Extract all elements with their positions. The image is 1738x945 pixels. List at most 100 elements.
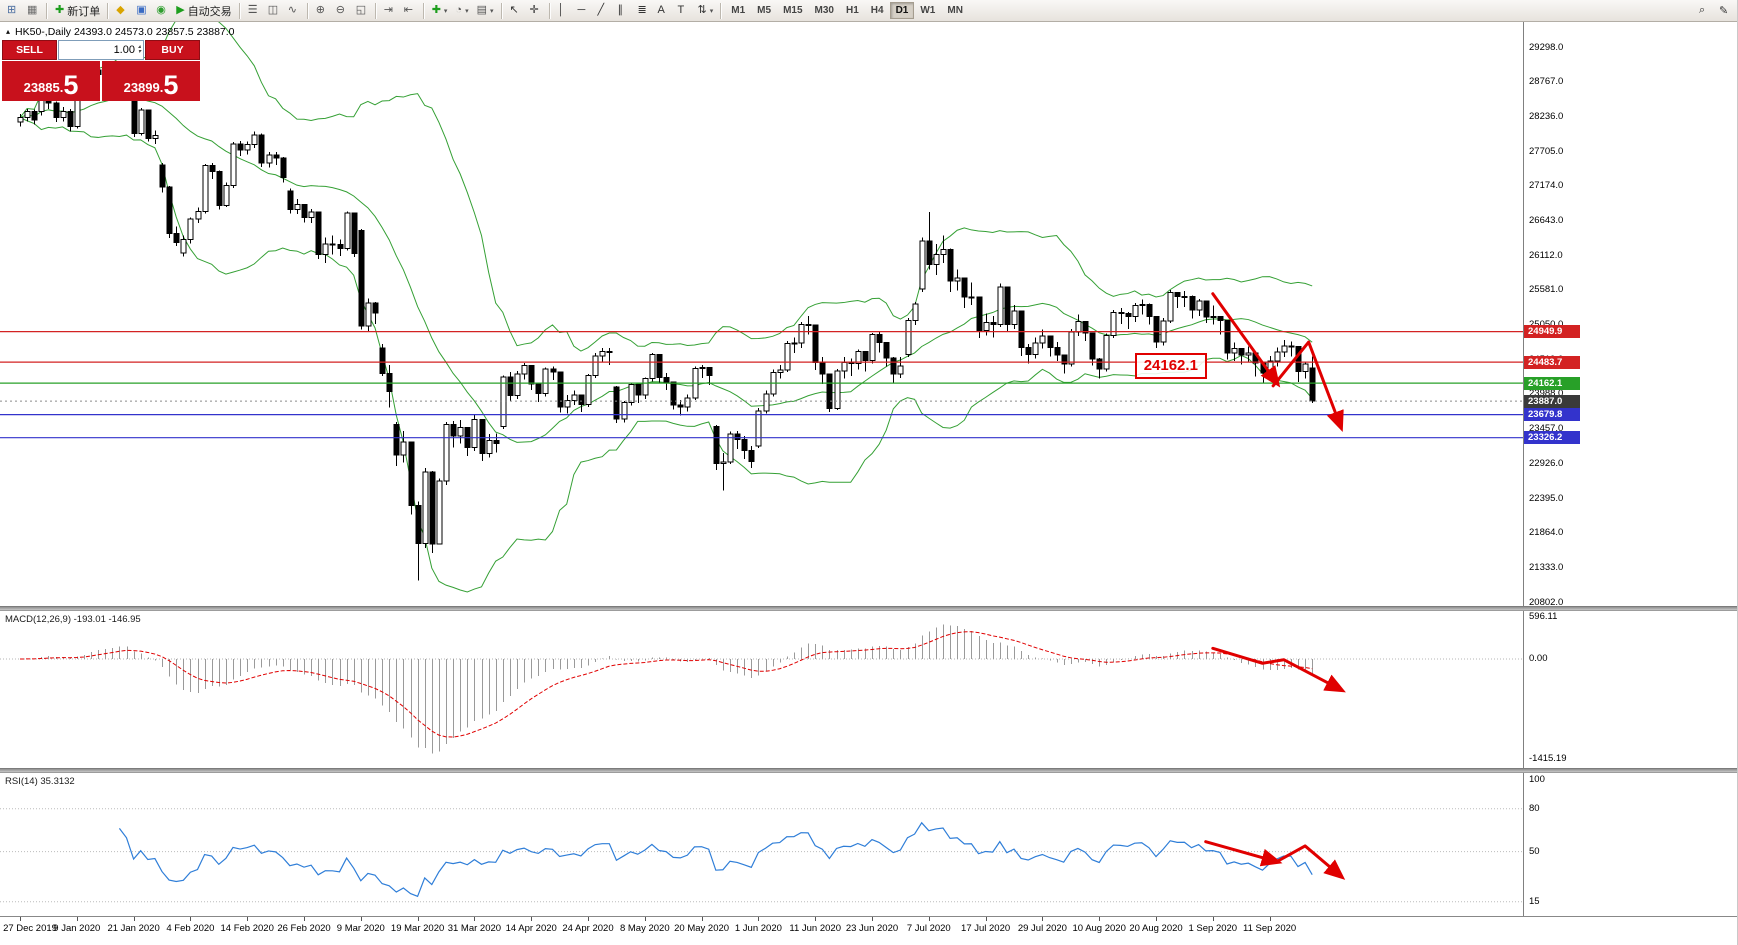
toolbar-separator: [374, 2, 377, 19]
timeframe-toolbar: M1 M5 M15 M30 H1 H4 D1 W1 MN: [725, 0, 969, 21]
fibonacci-icon[interactable]: ≣: [634, 2, 654, 20]
main-chart-canvas[interactable]: [0, 22, 1523, 606]
chart-shift-icon[interactable]: ⇤: [400, 2, 420, 20]
periods-button[interactable]: ◔ ▾: [451, 2, 472, 20]
strategy-tester-icon[interactable]: ◉: [152, 2, 172, 20]
timeframe-w1[interactable]: W1: [914, 2, 941, 19]
autotrading-button-label: 自动交易: [187, 5, 232, 18]
trend-arrow[interactable]: [1275, 844, 1346, 880]
price-axis-label: 28767.0: [1529, 76, 1564, 88]
candlestick-icon[interactable]: ◫: [264, 2, 284, 20]
cursor-icon[interactable]: ↖: [506, 2, 526, 20]
date-tick-mark: [815, 917, 817, 921]
horizontal-line-icon-icon: ─: [577, 4, 586, 16]
toolbar-right-group: ⌕ ✎: [1695, 0, 1735, 21]
zoom-in-icon[interactable]: ⊕: [312, 2, 332, 20]
zoom-out-icon-icon: ⊖: [335, 4, 345, 16]
dropdown-caret-icon: ▾: [709, 7, 714, 15]
auto-scroll-icon[interactable]: ⇥: [380, 2, 400, 20]
edit-icon[interactable]: ✎: [1715, 2, 1735, 20]
timeframe-m30[interactable]: M30: [809, 2, 840, 19]
toolbar: ⊞ ▦ ✚ 新订单 ◆ ▣ ◉ ▶ 自动交易 ☰ ◫ ∿ ⊕ ⊖ ◱ ⇥ ⇤ ✚ ▾ ◔ ▾ ▤ ▾ ↖ ✛ │ ─ ╱ ∥ ≣ A T ⇅ ▾ …: [0, 0, 1737, 22]
date-tick-mark: [190, 917, 192, 921]
trendline-icon-icon: ╱: [597, 4, 605, 16]
date-label: 9 Mar 2020: [336, 923, 385, 934]
new-chart-icon-icon: ⊞: [7, 4, 17, 16]
pane-splitter[interactable]: [0, 606, 1737, 611]
spinner-up-icon[interactable]: ▴: [137, 44, 141, 50]
templates-button[interactable]: ▤ ▾: [473, 2, 498, 20]
date-tick-mark: [1269, 917, 1271, 921]
timeframe-d1[interactable]: D1: [889, 2, 915, 19]
timeframe-m1[interactable]: M1: [725, 2, 751, 19]
buy-price[interactable]: 23899. 5: [102, 61, 200, 101]
buy-button[interactable]: BUY: [145, 40, 200, 60]
arrows-tool-button[interactable]: ⇅ ▾: [694, 2, 718, 20]
zoom-out-icon[interactable]: ⊖: [332, 2, 352, 20]
text-icon-icon: A: [657, 4, 665, 16]
date-label: 8 May 2020: [619, 923, 670, 934]
macd-signal-line: [19, 631, 1313, 738]
trendline-icon[interactable]: ╱: [594, 2, 614, 20]
rsi-axis-label: 15: [1529, 895, 1540, 907]
date-label: 21 Jan 2020: [107, 923, 160, 934]
volume-field[interactable]: 1.00 ▴ ▾: [58, 40, 144, 60]
spinner-down-icon[interactable]: ▾: [137, 49, 141, 55]
current-price-tag: 23887.0: [1524, 394, 1580, 408]
search-icon[interactable]: ⌕: [1695, 2, 1715, 20]
text-label-icon[interactable]: T: [674, 2, 694, 20]
terminal-icon[interactable]: ▣: [132, 2, 152, 20]
sell-button[interactable]: SELL: [2, 40, 57, 60]
volume-spinner[interactable]: ▴ ▾: [137, 44, 141, 55]
price-axis-label: 21333.0: [1529, 561, 1564, 573]
autotrading-button[interactable]: ▶ 自动交易: [172, 2, 235, 20]
line-chart-icon[interactable]: ∿: [284, 2, 304, 20]
timeframe-m15[interactable]: M15: [777, 2, 808, 19]
toolbar-separator: [46, 2, 48, 19]
trend-arrow[interactable]: [1211, 292, 1281, 388]
tile-windows-icon[interactable]: ◱: [352, 2, 372, 20]
crosshair-icon[interactable]: ✛: [526, 2, 546, 20]
horizontal-line-icon[interactable]: ─: [574, 2, 594, 20]
bollinger-upper-band: [19, 22, 1313, 352]
timeframe-h1[interactable]: H1: [840, 2, 865, 19]
rsi-pane-canvas[interactable]: [0, 773, 1523, 916]
date-tick-mark: [360, 917, 362, 921]
new-chart-icon[interactable]: ⊞: [3, 2, 23, 20]
metaeditor-icon-icon: ◆: [116, 4, 125, 16]
date-tick-mark: [928, 917, 930, 921]
date-tick-mark: [1099, 917, 1101, 921]
date-tick-mark: [247, 917, 249, 921]
equidistant-channel-icon[interactable]: ∥: [614, 2, 634, 20]
pane-splitter[interactable]: [0, 768, 1737, 773]
tile-windows-icon-icon: ◱: [355, 4, 367, 16]
trend-arrow[interactable]: [1271, 340, 1344, 432]
new-order-button[interactable]: ✚ 新订单: [51, 2, 104, 20]
indicators-button[interactable]: ✚ ▾: [428, 2, 452, 20]
toolbar-items: ⊞ ▦ ✚ 新订单 ◆ ▣ ◉ ▶ 自动交易 ☰ ◫ ∿ ⊕ ⊖ ◱ ⇥ ⇤ ✚ ▾ ◔ ▾ ▤ ▾ ↖ ✛ │ ─ ╱ ∥ ≣ A T ⇅ ▾: [3, 0, 725, 21]
timeframe-h4[interactable]: H4: [865, 2, 890, 19]
trend-arrow[interactable]: [1204, 840, 1283, 867]
price-axis-label: 23988.0: [1529, 389, 1563, 399]
sell-price[interactable]: 23885. 5: [2, 61, 100, 101]
vertical-line-icon[interactable]: │: [554, 2, 574, 20]
trend-arrow[interactable]: [1211, 646, 1346, 693]
date-tick-mark: [76, 917, 78, 921]
timeframe-m5[interactable]: M5: [751, 2, 777, 19]
timeframe-mn[interactable]: MN: [941, 2, 969, 19]
macd-pane-canvas[interactable]: [0, 611, 1523, 768]
one-click-toggle[interactable]: ▴: [6, 27, 11, 36]
profiles-icon[interactable]: ▦: [23, 2, 43, 20]
line-chart-icon-icon: ∿: [287, 4, 297, 16]
date-tick-mark: [588, 917, 589, 921]
metaeditor-icon[interactable]: ◆: [112, 2, 132, 20]
ohlc-bars-icon[interactable]: ☰: [244, 2, 264, 20]
date-label: 17 Jul 2020: [961, 923, 1011, 934]
price-annotation[interactable]: 24162.1: [1134, 353, 1207, 380]
fibonacci-icon-icon: ≣: [637, 4, 647, 16]
price-axis-label: 21864.0: [1529, 527, 1564, 539]
date-tick-mark: [531, 917, 533, 921]
one-click-prices-row: 23885. 5 23899. 5: [2, 61, 200, 101]
text-icon[interactable]: A: [654, 2, 674, 20]
